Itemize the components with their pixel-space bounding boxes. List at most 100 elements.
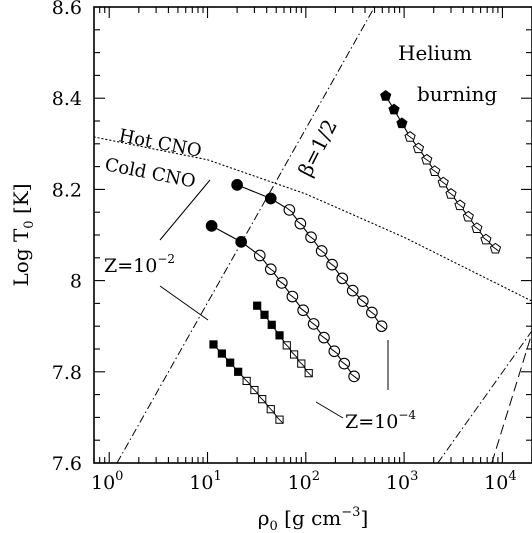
z2-base: Z=10 <box>104 255 157 277</box>
z4-label: Z=10−4 <box>345 408 416 433</box>
circle-point-slash <box>339 359 349 368</box>
circle-point-slash <box>277 279 287 287</box>
x-axis-label-unit-sup: −3 <box>341 505 360 520</box>
square-point-slash <box>290 350 299 359</box>
pentagon-point-slash <box>446 190 456 198</box>
helium-label-2: burning <box>417 82 497 106</box>
circle-point-slash <box>327 261 337 269</box>
x-axis-label-unit-end: ] <box>360 506 368 530</box>
z2-pointer-upper <box>159 179 211 241</box>
x-axis-label-main: ρ <box>258 506 270 530</box>
hot-cno-label: Hot CNO <box>117 125 203 162</box>
square-point <box>217 349 226 358</box>
square-point <box>253 301 262 310</box>
square-point <box>260 310 269 319</box>
circle-point <box>231 178 243 191</box>
lower-right-dashed-line <box>491 332 532 463</box>
x-tick-label-exp: 2 <box>312 469 320 484</box>
pentagon-point-slash <box>464 213 473 220</box>
y-tick-label: 8.2 <box>52 179 82 201</box>
pentagon-point-slash <box>472 224 481 232</box>
circle-point-slash <box>337 274 347 282</box>
y-tick-label: 8.6 <box>52 0 82 19</box>
circle-point-slash <box>349 372 359 380</box>
x-tick-label-exp: 4 <box>508 469 516 484</box>
z2-label: Z=10−2 <box>104 252 175 277</box>
pentagon-point-slash <box>406 133 415 141</box>
x-tick-label-base: 10 <box>91 472 115 494</box>
beta-label: β=1/2 <box>293 115 342 180</box>
square-point <box>226 358 235 367</box>
square-point-slash <box>297 359 306 368</box>
pentagon-point-slash <box>491 245 500 252</box>
x-tick-label: 104 <box>484 469 516 494</box>
circle-point-slash <box>317 247 327 255</box>
cno-boundary-line <box>94 136 532 302</box>
beta-half-line <box>116 7 375 463</box>
z4-pointer <box>315 401 344 419</box>
helium-label-1: Helium <box>398 41 472 65</box>
reference-lines <box>94 7 532 463</box>
y-axis-label: Log T0 [K] <box>9 183 37 286</box>
square-point <box>234 367 243 376</box>
circle-point-slash <box>306 233 316 241</box>
x-tick-label-exp: 3 <box>410 469 418 484</box>
x-tick-label-base: 10 <box>386 472 410 494</box>
circle-point <box>205 220 218 232</box>
y-tick-label: 8.4 <box>52 88 82 110</box>
lower-right-dash-dot-line <box>437 330 532 463</box>
z2-pointer-lower <box>159 285 209 321</box>
circle-point-slash <box>377 322 387 330</box>
circle-point-slash <box>284 206 294 214</box>
z2-exp: −2 <box>157 252 175 266</box>
x-tick-label: 103 <box>386 469 418 494</box>
circle-point <box>235 235 248 248</box>
pentagon-point-slash <box>430 167 439 175</box>
pentagon-point-slash <box>422 156 431 163</box>
z4-base: Z=10 <box>345 411 398 433</box>
circle-point-slash <box>358 297 368 305</box>
x-tick-label: 102 <box>288 469 320 494</box>
y-tick-label: 7.8 <box>52 362 82 384</box>
square-point-slash <box>266 405 275 414</box>
x-axis-label-unit: [g cm <box>278 506 342 530</box>
pentagon-point-slash <box>414 145 423 152</box>
x-tick-label-base: 10 <box>189 472 213 494</box>
square-point-slash <box>275 415 284 424</box>
x-axis-label-sub: 0 <box>270 519 278 533</box>
square-point <box>267 320 276 329</box>
circle-point-slash <box>329 347 339 355</box>
x-tick-label-base: 10 <box>484 472 508 494</box>
circle-point-slash <box>266 265 276 273</box>
pentagon-point-slash <box>455 202 465 209</box>
square-point-slash <box>250 386 259 394</box>
circle-point <box>264 192 277 205</box>
square-point <box>209 340 218 349</box>
pentagon-point <box>380 90 392 101</box>
y-tick-label: 8 <box>70 271 82 293</box>
square-point-slash <box>242 377 251 385</box>
circle-point-slash <box>367 308 377 317</box>
square-point-slash <box>282 341 291 350</box>
square-point-slash <box>304 369 313 378</box>
circle-point-slash <box>309 320 319 328</box>
x-tick-label: 101 <box>189 469 221 494</box>
square-point-slash <box>258 395 267 404</box>
x-tick-label-exp: 0 <box>115 469 123 484</box>
circle-point-slash <box>295 220 305 228</box>
circle-point-slash <box>348 287 358 295</box>
circle-point-slash <box>255 251 265 260</box>
circle-point-slash <box>287 292 297 301</box>
pentagon-point <box>396 117 408 129</box>
series-layer <box>205 90 502 424</box>
pentagon-point-slash <box>481 236 491 243</box>
circle-point-slash <box>298 306 308 314</box>
annotations: Helium burning Hot CNO Cold CNO β=1/2 Z=… <box>103 41 497 433</box>
square-point <box>275 331 284 340</box>
z4-exp: −4 <box>398 408 416 422</box>
pentagon-point-slash <box>439 179 448 186</box>
y-axis-label-main: Log T <box>9 228 33 286</box>
y-axis-label-unit: [K] <box>9 183 33 220</box>
